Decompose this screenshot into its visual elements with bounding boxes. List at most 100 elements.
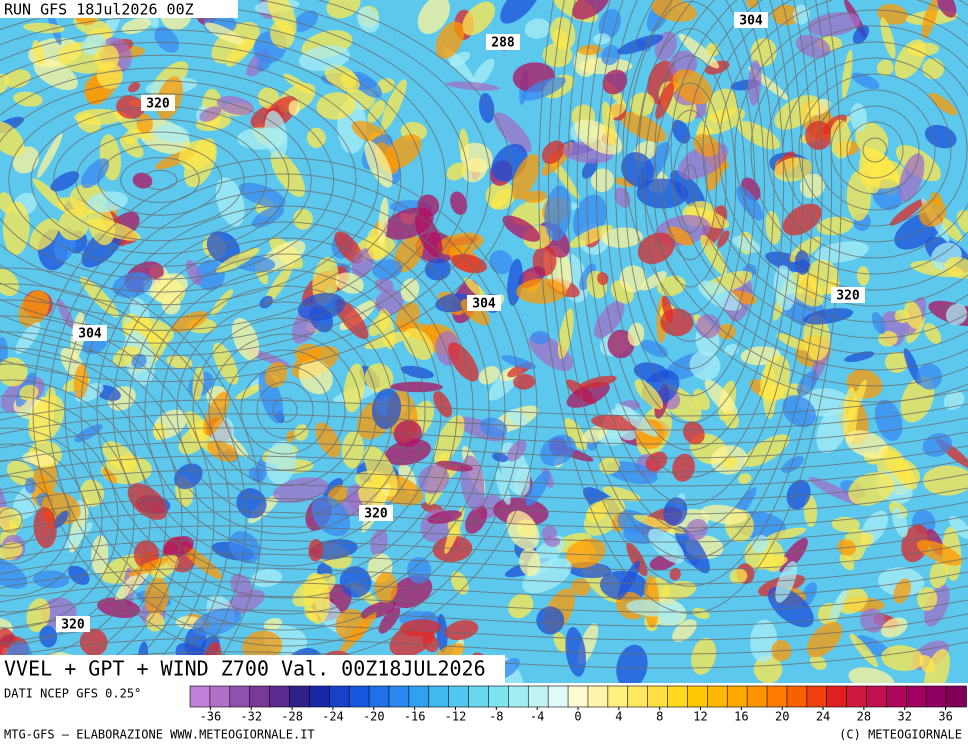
field-blob (370, 529, 388, 557)
colorbar-tick-label: -4 (530, 710, 544, 724)
field-blob (286, 430, 296, 443)
field-blob (579, 375, 617, 389)
field-blob (601, 227, 643, 248)
field-blob (273, 477, 329, 503)
field-blob (615, 403, 658, 437)
field-blob (923, 323, 942, 344)
field-blob (620, 111, 666, 143)
streamline (814, 89, 936, 211)
field-blob (565, 538, 606, 569)
streamline (643, 55, 737, 315)
field-blob (574, 119, 623, 155)
field-blob (0, 121, 25, 157)
contour-label-box (56, 616, 90, 632)
field-blob (178, 139, 216, 170)
field-blob (2, 201, 30, 255)
field-blob (773, 265, 796, 311)
streamline (557, 0, 823, 560)
streamline (0, 515, 968, 547)
colorbar-swatch (567, 685, 589, 708)
field-blob (207, 440, 238, 462)
field-blob (436, 613, 448, 654)
streamline (0, 627, 968, 659)
field-blob (916, 540, 963, 566)
streamline (112, 237, 458, 583)
colorbar-tick-label: 20 (775, 710, 789, 724)
field-blob (77, 113, 101, 133)
field-blob (395, 302, 420, 332)
colorbar-swatch (448, 685, 470, 708)
streamline (605, 0, 775, 424)
streamline (0, 585, 968, 617)
field-blob (393, 235, 424, 273)
field-blob (948, 515, 968, 539)
colorbar-swatch (428, 685, 450, 708)
contour-label: 320 (364, 507, 388, 522)
field-blob (471, 58, 495, 89)
streamline (0, 529, 968, 561)
field-blob (700, 234, 728, 276)
field-blob (444, 620, 479, 641)
field-blob (311, 496, 351, 537)
field-blob (390, 575, 433, 609)
field-blob (390, 381, 443, 393)
field-blob (704, 379, 738, 418)
colorbar-tick-label: -12 (445, 710, 467, 724)
streamline (0, 557, 968, 589)
field-blob (674, 526, 710, 574)
streamline (538, 0, 842, 614)
field-blob (58, 197, 90, 218)
field-blob (922, 58, 945, 80)
field-blob (448, 342, 479, 382)
field-blob (696, 314, 721, 339)
field-blob (892, 506, 908, 538)
field-blob (80, 479, 104, 507)
field-blob (508, 409, 528, 427)
field-blob (506, 510, 540, 551)
field-blob (485, 181, 515, 210)
field-blob (236, 488, 267, 519)
streamline (224, 349, 346, 471)
field-blob (667, 226, 694, 246)
field-blob (669, 567, 681, 581)
streamline (0, 417, 968, 449)
streamline (798, 73, 952, 227)
field-blob (258, 371, 284, 424)
field-blob (829, 589, 848, 622)
title-box (0, 655, 505, 683)
streamline (615, 0, 765, 397)
field-blob (521, 77, 566, 101)
colorbar-tick-label: 12 (693, 710, 707, 724)
colorbar-tick-label: -24 (322, 710, 344, 724)
colorbar-swatch (866, 685, 888, 708)
contour-labels: 288 304 304 320 320 304 320 320 (56, 12, 865, 633)
field-blob (803, 308, 854, 325)
field-blob (210, 288, 234, 317)
field-blob (686, 207, 730, 229)
colorbar-swatch (368, 685, 390, 708)
field-blob (293, 208, 313, 230)
field-blob (464, 277, 487, 300)
field-blob (340, 72, 357, 89)
field-blob (508, 593, 534, 619)
streamline (0, 54, 379, 306)
colorbar-swatch (766, 685, 788, 708)
field-blob (372, 259, 403, 280)
streamline (0, 347, 183, 683)
field-blob (259, 295, 273, 309)
field-blob (235, 383, 264, 400)
streamline (0, 427, 103, 613)
field-blob (264, 110, 288, 160)
field-blob (315, 422, 341, 458)
streamline (686, 0, 968, 339)
streamline (0, 403, 968, 435)
field-blob (524, 18, 551, 39)
field-blob (265, 440, 297, 485)
field-blob (26, 598, 51, 633)
contour-label: 320 (836, 289, 860, 304)
field-blob (922, 465, 968, 496)
streamline (160, 285, 410, 535)
field-blob (403, 328, 434, 360)
field-blob (283, 73, 312, 94)
field-blob (37, 133, 63, 178)
